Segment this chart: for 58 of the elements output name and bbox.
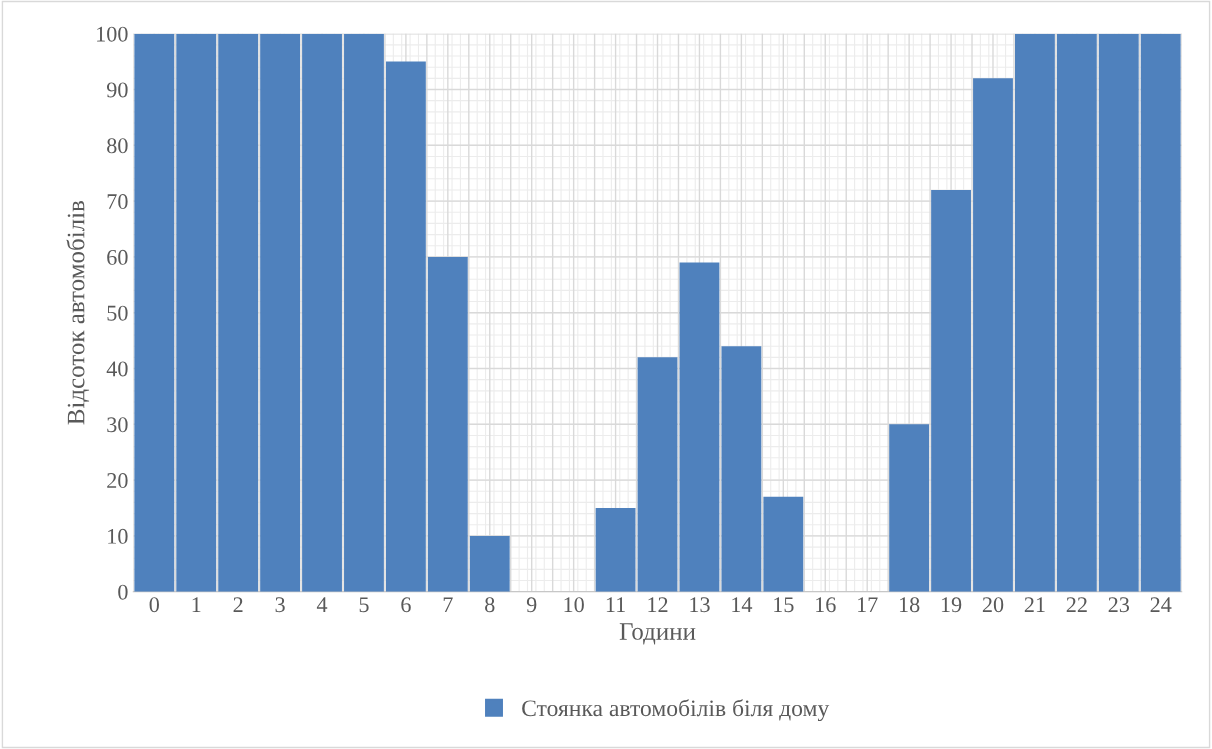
y-tick-label: 0 — [118, 584, 128, 600]
bar — [427, 256, 468, 592]
bar — [218, 33, 259, 592]
y-tick-label: 80 — [107, 138, 128, 154]
bar — [931, 189, 971, 592]
x-tick-label: 16 — [816, 597, 836, 613]
x-tick-label: 10 — [564, 597, 584, 613]
bar — [469, 535, 510, 592]
y-tick-label: 50 — [107, 305, 128, 321]
y-tick-label: 90 — [106, 82, 128, 98]
x-tick-label: 21 — [1024, 597, 1045, 612]
bar — [1056, 33, 1097, 592]
y-tick-label: 100 — [97, 26, 128, 42]
x-tick-label: 2 — [233, 597, 243, 612]
x-tick-label: 12 — [648, 597, 668, 612]
bar — [385, 61, 426, 592]
x-tick-label: 24 — [1150, 597, 1172, 612]
x-tick-label: 11 — [606, 597, 625, 612]
x-tick-label: 8 — [485, 597, 495, 613]
x-tick-label: 19 — [941, 597, 962, 613]
bar — [595, 508, 636, 592]
y-tick-label: 70 — [107, 194, 128, 210]
bar — [344, 33, 384, 592]
bar — [302, 33, 342, 592]
y-tick-label: 60 — [107, 249, 128, 265]
x-tick-label: 15 — [774, 597, 794, 613]
bar — [1015, 33, 1055, 592]
bar — [973, 78, 1013, 592]
x-tick-label: 3 — [275, 597, 285, 613]
y-tick-label: 10 — [108, 528, 128, 544]
y-tick-label: 40 — [106, 361, 128, 377]
x-tick-label: 9 — [526, 597, 537, 613]
x-tick-label: 13 — [690, 597, 710, 613]
bar — [260, 33, 301, 592]
x-tick-label: 5 — [359, 597, 369, 613]
bar — [763, 496, 804, 592]
bar — [1098, 33, 1139, 592]
x-tick-label: 17 — [858, 597, 878, 612]
x-tick-label: 6 — [401, 597, 411, 613]
bar — [889, 424, 930, 592]
y-axis-title: Відсоток автомобілів — [66, 200, 90, 425]
bar — [721, 346, 762, 592]
x-tick-label: 1 — [192, 597, 201, 612]
x-tick-label: 7 — [443, 597, 453, 612]
x-axis-title: Години — [619, 623, 696, 645]
bar — [637, 357, 678, 592]
x-tick-label: 20 — [982, 597, 1004, 613]
y-tick-label: 30 — [107, 417, 128, 433]
x-tick-label: 23 — [1108, 597, 1130, 613]
x-tick-label: 0 — [149, 597, 159, 613]
legend-label: Стоянка автомобілів біля дому — [522, 699, 830, 722]
y-tick-label: 20 — [107, 473, 128, 489]
x-tick-label: 22 — [1066, 597, 1087, 612]
bar — [679, 262, 720, 592]
x-tick-label: 18 — [899, 597, 920, 613]
bar — [176, 33, 217, 592]
x-tick-label: 14 — [732, 597, 753, 612]
x-tick-label: 4 — [316, 597, 328, 612]
